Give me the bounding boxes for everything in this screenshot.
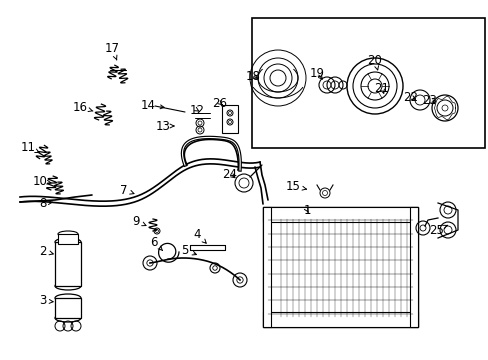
Text: 9: 9 bbox=[132, 215, 146, 228]
Text: 5: 5 bbox=[181, 243, 196, 257]
Bar bbox=[55, 298, 81, 318]
Text: 6: 6 bbox=[150, 235, 162, 251]
Text: 22: 22 bbox=[403, 90, 418, 104]
Bar bbox=[263, 207, 417, 222]
Text: 26: 26 bbox=[212, 96, 227, 109]
Text: 13: 13 bbox=[155, 120, 174, 132]
Text: 20: 20 bbox=[367, 54, 382, 70]
Text: 14: 14 bbox=[140, 99, 164, 112]
Text: 12: 12 bbox=[189, 104, 204, 117]
Text: 11: 11 bbox=[20, 140, 39, 153]
Text: 4: 4 bbox=[193, 228, 206, 243]
Text: 3: 3 bbox=[39, 294, 53, 307]
Text: 24: 24 bbox=[222, 167, 237, 180]
Text: 8: 8 bbox=[39, 197, 52, 210]
Text: 17: 17 bbox=[104, 41, 119, 60]
Bar bbox=[58, 234, 78, 244]
Bar bbox=[263, 207, 270, 327]
Bar bbox=[263, 312, 417, 327]
Text: 18: 18 bbox=[245, 69, 260, 82]
Text: 10: 10 bbox=[33, 175, 51, 188]
Text: 25: 25 bbox=[428, 224, 447, 237]
Bar bbox=[222, 105, 238, 133]
Text: 2: 2 bbox=[39, 244, 53, 257]
Text: 21: 21 bbox=[374, 81, 389, 95]
Bar bbox=[251, 18, 484, 148]
Text: 7: 7 bbox=[120, 184, 134, 197]
Bar bbox=[263, 207, 417, 327]
Text: 15: 15 bbox=[285, 180, 306, 193]
Text: 1: 1 bbox=[303, 203, 310, 216]
Bar bbox=[55, 242, 81, 286]
Bar bbox=[409, 207, 417, 327]
Text: 23: 23 bbox=[422, 94, 437, 107]
Text: 19: 19 bbox=[309, 67, 324, 80]
Text: 16: 16 bbox=[72, 100, 93, 113]
